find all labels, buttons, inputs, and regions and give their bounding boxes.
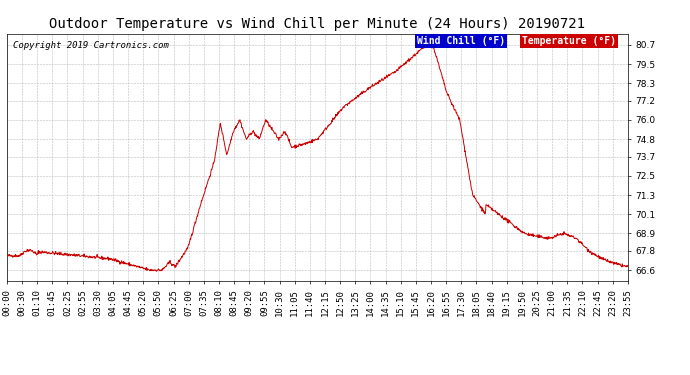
Text: Copyright 2019 Cartronics.com: Copyright 2019 Cartronics.com	[13, 41, 169, 50]
Text: Temperature (°F): Temperature (°F)	[522, 36, 616, 46]
Text: Wind Chill (°F): Wind Chill (°F)	[417, 36, 505, 46]
Title: Outdoor Temperature vs Wind Chill per Minute (24 Hours) 20190721: Outdoor Temperature vs Wind Chill per Mi…	[50, 17, 585, 31]
